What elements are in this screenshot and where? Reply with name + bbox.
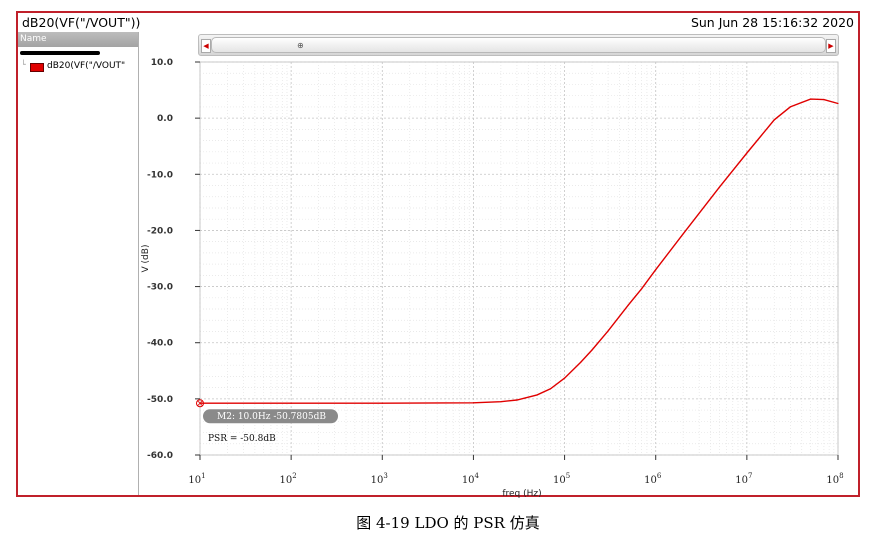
data-point bbox=[809, 98, 812, 100]
marker-icon bbox=[196, 399, 204, 408]
data-point bbox=[655, 269, 657, 271]
data-point bbox=[682, 233, 684, 235]
x-tick-label: 107 bbox=[735, 472, 752, 486]
data-point bbox=[381, 402, 383, 404]
data-point bbox=[837, 102, 839, 105]
marker-cross bbox=[197, 400, 203, 407]
y-tick-label: -60.0 bbox=[147, 451, 173, 461]
scroll-left-icon[interactable]: ◀ bbox=[201, 39, 211, 53]
y-tick-label: -10.0 bbox=[147, 170, 173, 180]
x-tick-label: 105 bbox=[553, 472, 570, 486]
x-tick-label: 104 bbox=[462, 472, 480, 486]
minor-grid bbox=[200, 62, 838, 455]
data-point bbox=[823, 99, 825, 101]
data-point bbox=[580, 361, 582, 363]
y-tick-label: -20.0 bbox=[147, 226, 173, 236]
x-axis-label: freq (Hz) bbox=[502, 489, 541, 499]
data-point bbox=[591, 349, 593, 351]
data-point bbox=[789, 106, 791, 108]
data-point bbox=[500, 401, 502, 403]
data-point bbox=[773, 119, 775, 121]
x-tick-label: 103 bbox=[371, 472, 388, 486]
y-tick-label: 10.0 bbox=[151, 58, 173, 68]
scroll-thumb[interactable]: ⊕ bbox=[211, 37, 826, 53]
y-tick-label: -40.0 bbox=[147, 339, 173, 349]
data-point bbox=[640, 288, 643, 290]
data-point bbox=[516, 399, 518, 401]
x-tick-label: 102 bbox=[280, 472, 297, 486]
major-grid bbox=[199, 61, 839, 456]
legend-header: Name bbox=[18, 32, 138, 47]
legend-item-label[interactable]: dB20(VF("/VOUT" bbox=[47, 61, 126, 71]
marker-label-bg bbox=[203, 409, 338, 424]
data-point bbox=[718, 186, 721, 188]
x-tick-label: 106 bbox=[644, 472, 662, 486]
figure-caption: 图 4-19 LDO 的 PSR 仿真 bbox=[356, 514, 540, 532]
y-axis-label: V (dB) bbox=[141, 245, 151, 273]
data-point bbox=[549, 388, 552, 390]
data-point bbox=[563, 377, 566, 379]
data-point bbox=[536, 394, 538, 396]
x-tick-label: 108 bbox=[826, 472, 843, 486]
legend-selection-bar[interactable] bbox=[20, 51, 100, 55]
data-point bbox=[627, 304, 629, 306]
timestamp: Sun Jun 28 15:16:32 2020 bbox=[690, 15, 854, 30]
y-tick-label: 0.0 bbox=[157, 114, 173, 124]
zoom-scrollbar[interactable]: ◀ ⊕ ▶ bbox=[198, 34, 839, 56]
x-tick-label: 101 bbox=[188, 472, 205, 486]
marker-label: M2: 10.0Hz -50.7805dB bbox=[217, 412, 326, 422]
data-point bbox=[472, 402, 475, 404]
grip-icon[interactable]: ⊕ bbox=[297, 41, 304, 50]
legend-panel: Name └ dB20(VF("/VOUT" bbox=[18, 32, 139, 495]
scroll-right-icon[interactable]: ▶ bbox=[826, 39, 836, 53]
plot-area bbox=[199, 61, 839, 456]
tree-connector-icon: └ bbox=[21, 60, 26, 69]
psr-annotation: PSR = -50.8dB bbox=[208, 434, 276, 444]
y-tick-label: -30.0 bbox=[147, 283, 173, 293]
y-tick-label: -50.0 bbox=[147, 395, 173, 405]
trace-title: dB20(VF("/VOUT")) bbox=[22, 15, 141, 30]
data-point bbox=[607, 330, 609, 332]
legend-swatch bbox=[30, 63, 44, 72]
data-point bbox=[290, 402, 292, 404]
data-point bbox=[746, 152, 748, 154]
